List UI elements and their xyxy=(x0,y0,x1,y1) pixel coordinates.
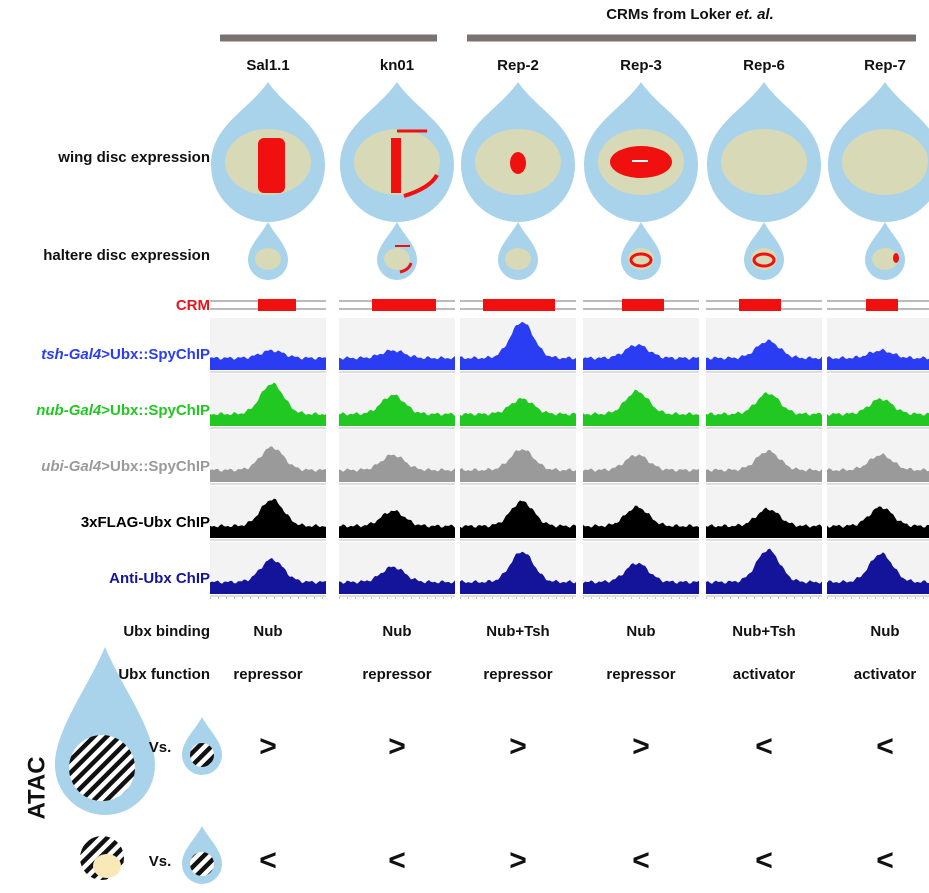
track-label-italic: tsh-Gal4 xyxy=(41,346,102,363)
vs-label: Vs. xyxy=(149,739,172,756)
expression-pattern xyxy=(893,253,899,263)
column-label: Rep-6 xyxy=(743,57,785,74)
comparison: < xyxy=(259,844,277,877)
comparison: > xyxy=(509,730,527,763)
cell-value: repressor xyxy=(606,666,675,683)
comparison: > xyxy=(259,730,277,763)
track-label: tsh-Gal4>Ubx::SpyChIP xyxy=(41,346,210,363)
row-label: Ubx binding xyxy=(123,623,210,640)
crm-region xyxy=(258,299,296,311)
cell-value: Nub+Tsh xyxy=(486,623,549,640)
crm-region xyxy=(372,299,436,311)
wing-pouch xyxy=(721,129,807,195)
cell-value: repressor xyxy=(483,666,552,683)
comparison: < xyxy=(876,730,894,763)
cell-value: repressor xyxy=(233,666,302,683)
track-label-text: 3xFLAG-Ubx ChIP xyxy=(81,514,210,531)
row-label: wing disc expression xyxy=(57,149,210,166)
vs-label: Vs. xyxy=(149,853,172,870)
comparison: < xyxy=(388,844,406,877)
cell-value: repressor xyxy=(362,666,431,683)
track-label: 3xFLAG-Ubx ChIP xyxy=(81,514,210,531)
track-label-italic: ubi-Gal4 xyxy=(41,458,102,475)
crm-region xyxy=(739,299,781,311)
column-label: Rep-7 xyxy=(864,57,906,74)
hatched-pouch xyxy=(69,735,135,801)
track-label-text: >Ubx::SpyChIP xyxy=(101,346,210,363)
hatched-pouch xyxy=(190,743,214,767)
comparison: < xyxy=(876,844,894,877)
comparison: > xyxy=(509,844,527,877)
group-title: CRMs from Loker et. al. xyxy=(606,6,774,23)
wing-pouch xyxy=(842,129,928,195)
row-label: CRM xyxy=(176,297,210,314)
track-label-text: Anti-Ubx ChIP xyxy=(109,570,210,587)
comparison: < xyxy=(755,730,773,763)
track-label: ubi-Gal4>Ubx::SpyChIP xyxy=(41,458,210,475)
haltere-pouch xyxy=(505,248,531,270)
crm-region xyxy=(866,299,898,311)
expression-pattern xyxy=(258,138,285,193)
row-label: Ubx function xyxy=(118,666,210,683)
column-label: Rep-2 xyxy=(497,57,539,74)
haltere-pouch xyxy=(384,248,410,270)
expression-pattern xyxy=(510,152,526,174)
atac-label: ATAC xyxy=(23,756,50,819)
crm-region xyxy=(483,299,555,311)
cell-value: activator xyxy=(854,666,917,683)
cell-value: activator xyxy=(733,666,796,683)
cell-value: Nub+Tsh xyxy=(732,623,795,640)
column-label: Sal1.1 xyxy=(246,57,289,74)
comparison: > xyxy=(632,730,650,763)
comparison: > xyxy=(388,730,406,763)
hatched-pouch xyxy=(190,852,214,876)
track-label: Anti-Ubx ChIP xyxy=(109,570,210,587)
column-label: kn01 xyxy=(380,57,414,74)
pouch-center xyxy=(93,854,121,878)
expression-pattern xyxy=(391,138,401,193)
cell-value: Nub xyxy=(626,623,655,640)
haltere-pouch xyxy=(255,248,281,270)
cell-value: Nub xyxy=(382,623,411,640)
track-label-text: >Ubx::SpyChIP xyxy=(101,402,210,419)
cell-value: Nub xyxy=(253,623,282,640)
comparison: < xyxy=(755,844,773,877)
crm-region xyxy=(622,299,664,311)
comparison: < xyxy=(632,844,650,877)
track-label-italic: nub-Gal4 xyxy=(36,402,102,419)
figure: CRMs from Loker et. al. wing disc expres… xyxy=(0,0,929,888)
track-label-text: >Ubx::SpyChIP xyxy=(101,458,210,475)
cell-value: Nub xyxy=(870,623,899,640)
row-label: haltere disc expression xyxy=(43,247,210,264)
column-label: Rep-3 xyxy=(620,57,662,74)
track-label: nub-Gal4>Ubx::SpyChIP xyxy=(36,402,210,419)
